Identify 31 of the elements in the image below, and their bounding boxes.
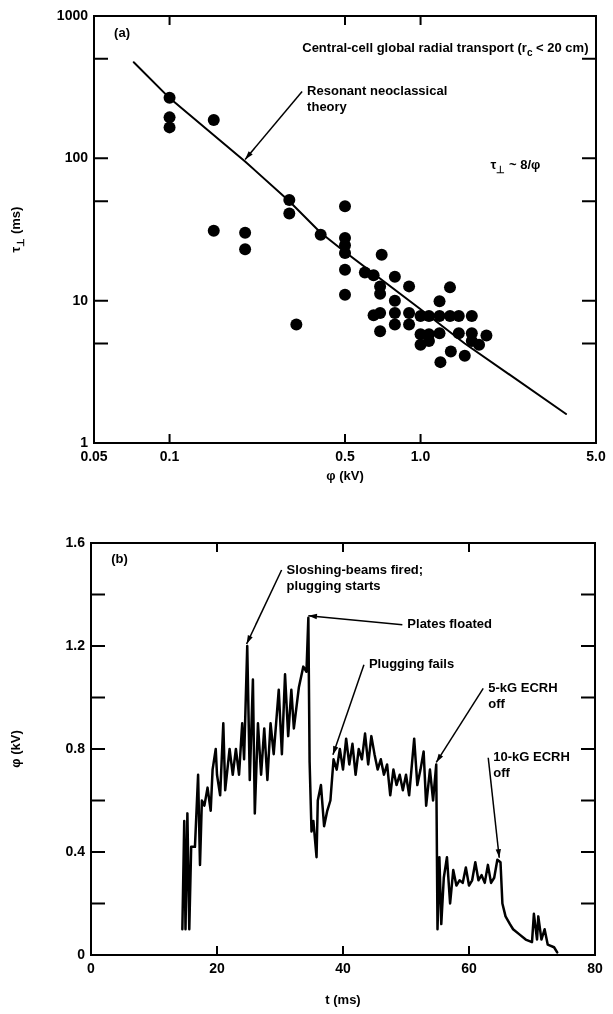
y-axis-title: τ⊥ (ms) [7,206,26,253]
y-tick-label: 100 [64,149,89,166]
x-tick-label: 20 [209,960,225,977]
annotation: (b) [111,551,128,567]
x-tick-label: 0.5 [335,448,355,465]
x-tick-label: 40 [335,960,351,977]
annotation: 10-kG ECRH off [493,749,570,781]
annotation: (a) [114,24,130,40]
y-tick-label: 0.4 [65,842,86,859]
annotation: Plates floated [407,616,492,632]
x-tick-label: 5.0 [586,448,606,465]
x-tick-label: 1.0 [410,448,431,465]
annotation: Plugging fails [368,656,455,672]
x-axis-title: t (ms) [325,991,361,1007]
y-tick-label: 1 [80,433,89,450]
x-tick-label: 0.05 [80,448,108,465]
annotation: Resonant neoclassical theory [307,83,448,115]
y-tick-label: 1000 [56,6,89,23]
y-tick-label: 0.8 [65,739,86,756]
x-tick-label: 60 [461,960,477,977]
annotation: Sloshing-beams fired; plugging starts [286,561,424,593]
annotation: 5-kG ECRH off [488,680,558,712]
y-tick-label: 10 [72,291,89,308]
x-axis-title: φ (kV) [326,467,364,483]
y-tick-label: 1.2 [65,636,86,653]
x-tick-label: 0.1 [159,448,180,465]
y-axis-title: φ (kV) [7,730,23,768]
y-tick-label: 1.6 [65,533,86,550]
x-tick-label: 80 [587,960,603,977]
annotation: τ⊥ ~ 8/φ [490,157,541,176]
y-tick-label: 0 [77,945,86,962]
